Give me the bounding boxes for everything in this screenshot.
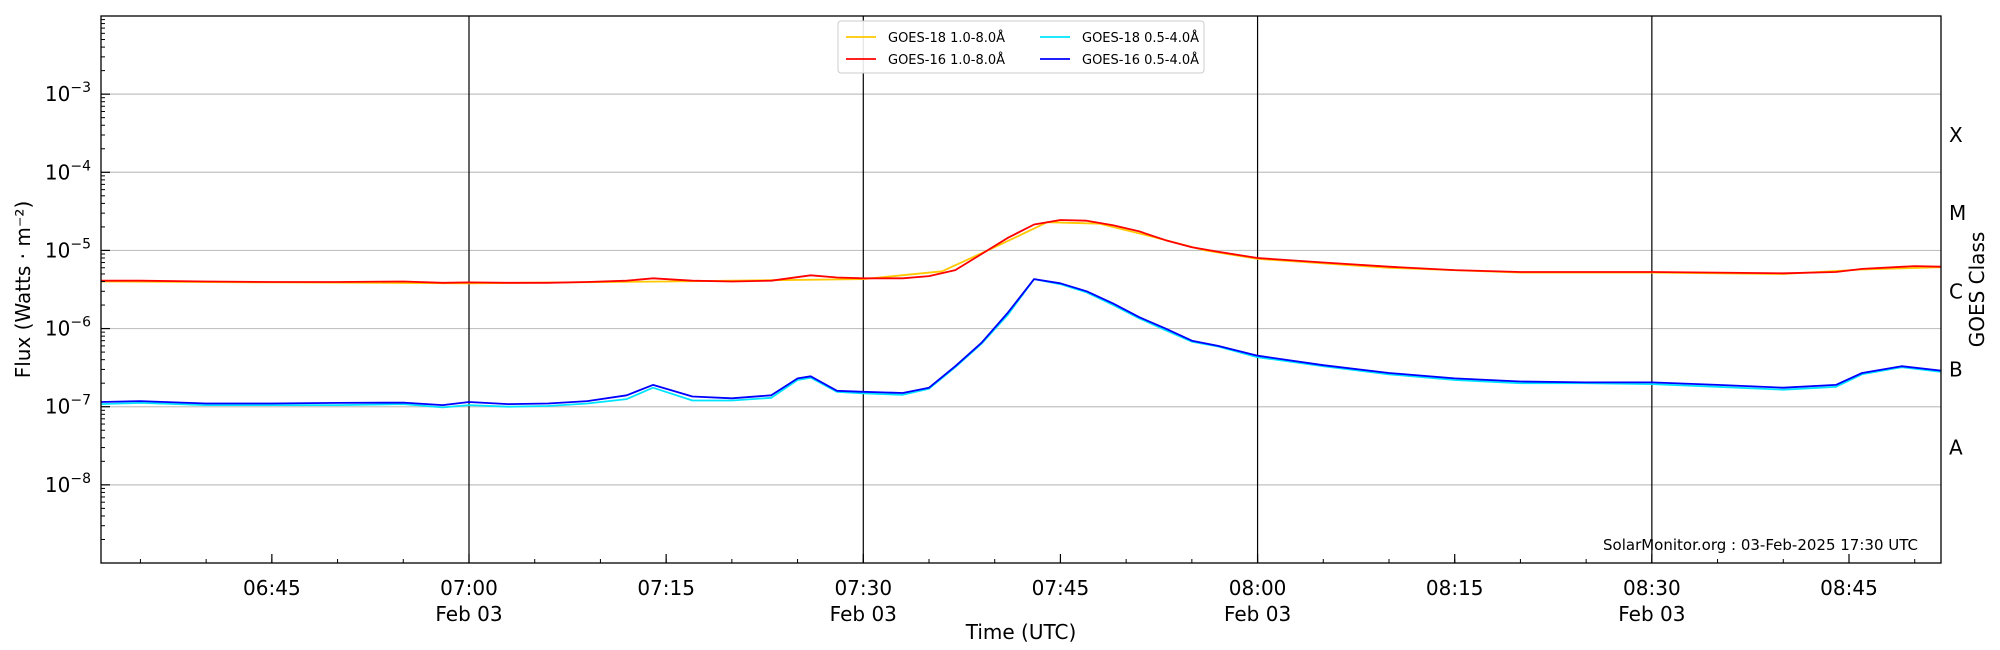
goes-class-label: X [1949, 123, 1963, 147]
credit-text: SolarMonitor.org : 03-Feb-2025 17:30 UTC [1603, 536, 1918, 554]
x-tick-label: 07:00 [440, 576, 498, 600]
x-axis-title: Time (UTC) [965, 620, 1077, 644]
y-tick-label: 10−4 [45, 158, 91, 184]
series-line [101, 219, 1942, 284]
series-line [100, 278, 1942, 409]
y-tick-label: 10−7 [45, 393, 91, 419]
y-axis-title: Flux (Watts · m⁻²) [11, 201, 35, 379]
goes-class-axis-title: GOES Class [1965, 232, 1989, 348]
x-tick-label: 07:15 [637, 576, 695, 600]
x-tick-label: 08:15 [1426, 576, 1484, 600]
x-tick-label: 08:30 [1623, 576, 1681, 600]
legend-label: GOES-18 1.0-8.0Å [888, 30, 1005, 46]
legend: GOES-18 1.0-8.0Å GOES-18 0.5-4.0Å GOES-16 … [837, 20, 1205, 74]
x-tick-label: 07:30 [834, 576, 892, 600]
y-tick-label: 10−5 [45, 236, 91, 262]
x-tick-date-label: Feb 03 [435, 602, 502, 626]
legend-label: GOES-18 0.5-4.0Å [1082, 30, 1199, 46]
legend-box [837, 20, 1205, 74]
y-ticks: 10−8 10−7 10−6 10−5 10−4 10−3 [45, 19, 110, 540]
y-tick-label: 10−8 [45, 471, 91, 497]
y-tick-label: 10−3 [45, 80, 91, 106]
x-tick-label: 08:00 [1229, 576, 1287, 600]
goes-class-label: M [1949, 201, 1966, 225]
series-line [100, 278, 1942, 406]
legend-label: GOES-16 1.0-8.0Å [888, 52, 1005, 68]
x-tick-label: 08:45 [1820, 576, 1878, 600]
goes-class-labels: A B C M X [1949, 123, 1966, 460]
goes-class-label: B [1949, 357, 1963, 381]
goes-class-label: A [1949, 436, 1963, 460]
plot-frame [100, 15, 1942, 564]
x-tick-date-label: Feb 03 [1224, 602, 1291, 626]
x-tick-label: 07:45 [1032, 576, 1090, 600]
series-lines [100, 219, 1942, 409]
y-tick-label: 10−6 [45, 315, 91, 341]
x-tick-date-label: Feb 03 [830, 602, 897, 626]
goes-class-label: C [1949, 279, 1963, 303]
grid [101, 16, 1941, 563]
x-tick-date-label: Feb 03 [1618, 602, 1685, 626]
legend-label: GOES-16 0.5-4.0Å [1082, 52, 1199, 68]
x-tick-label: 06:45 [243, 576, 301, 600]
